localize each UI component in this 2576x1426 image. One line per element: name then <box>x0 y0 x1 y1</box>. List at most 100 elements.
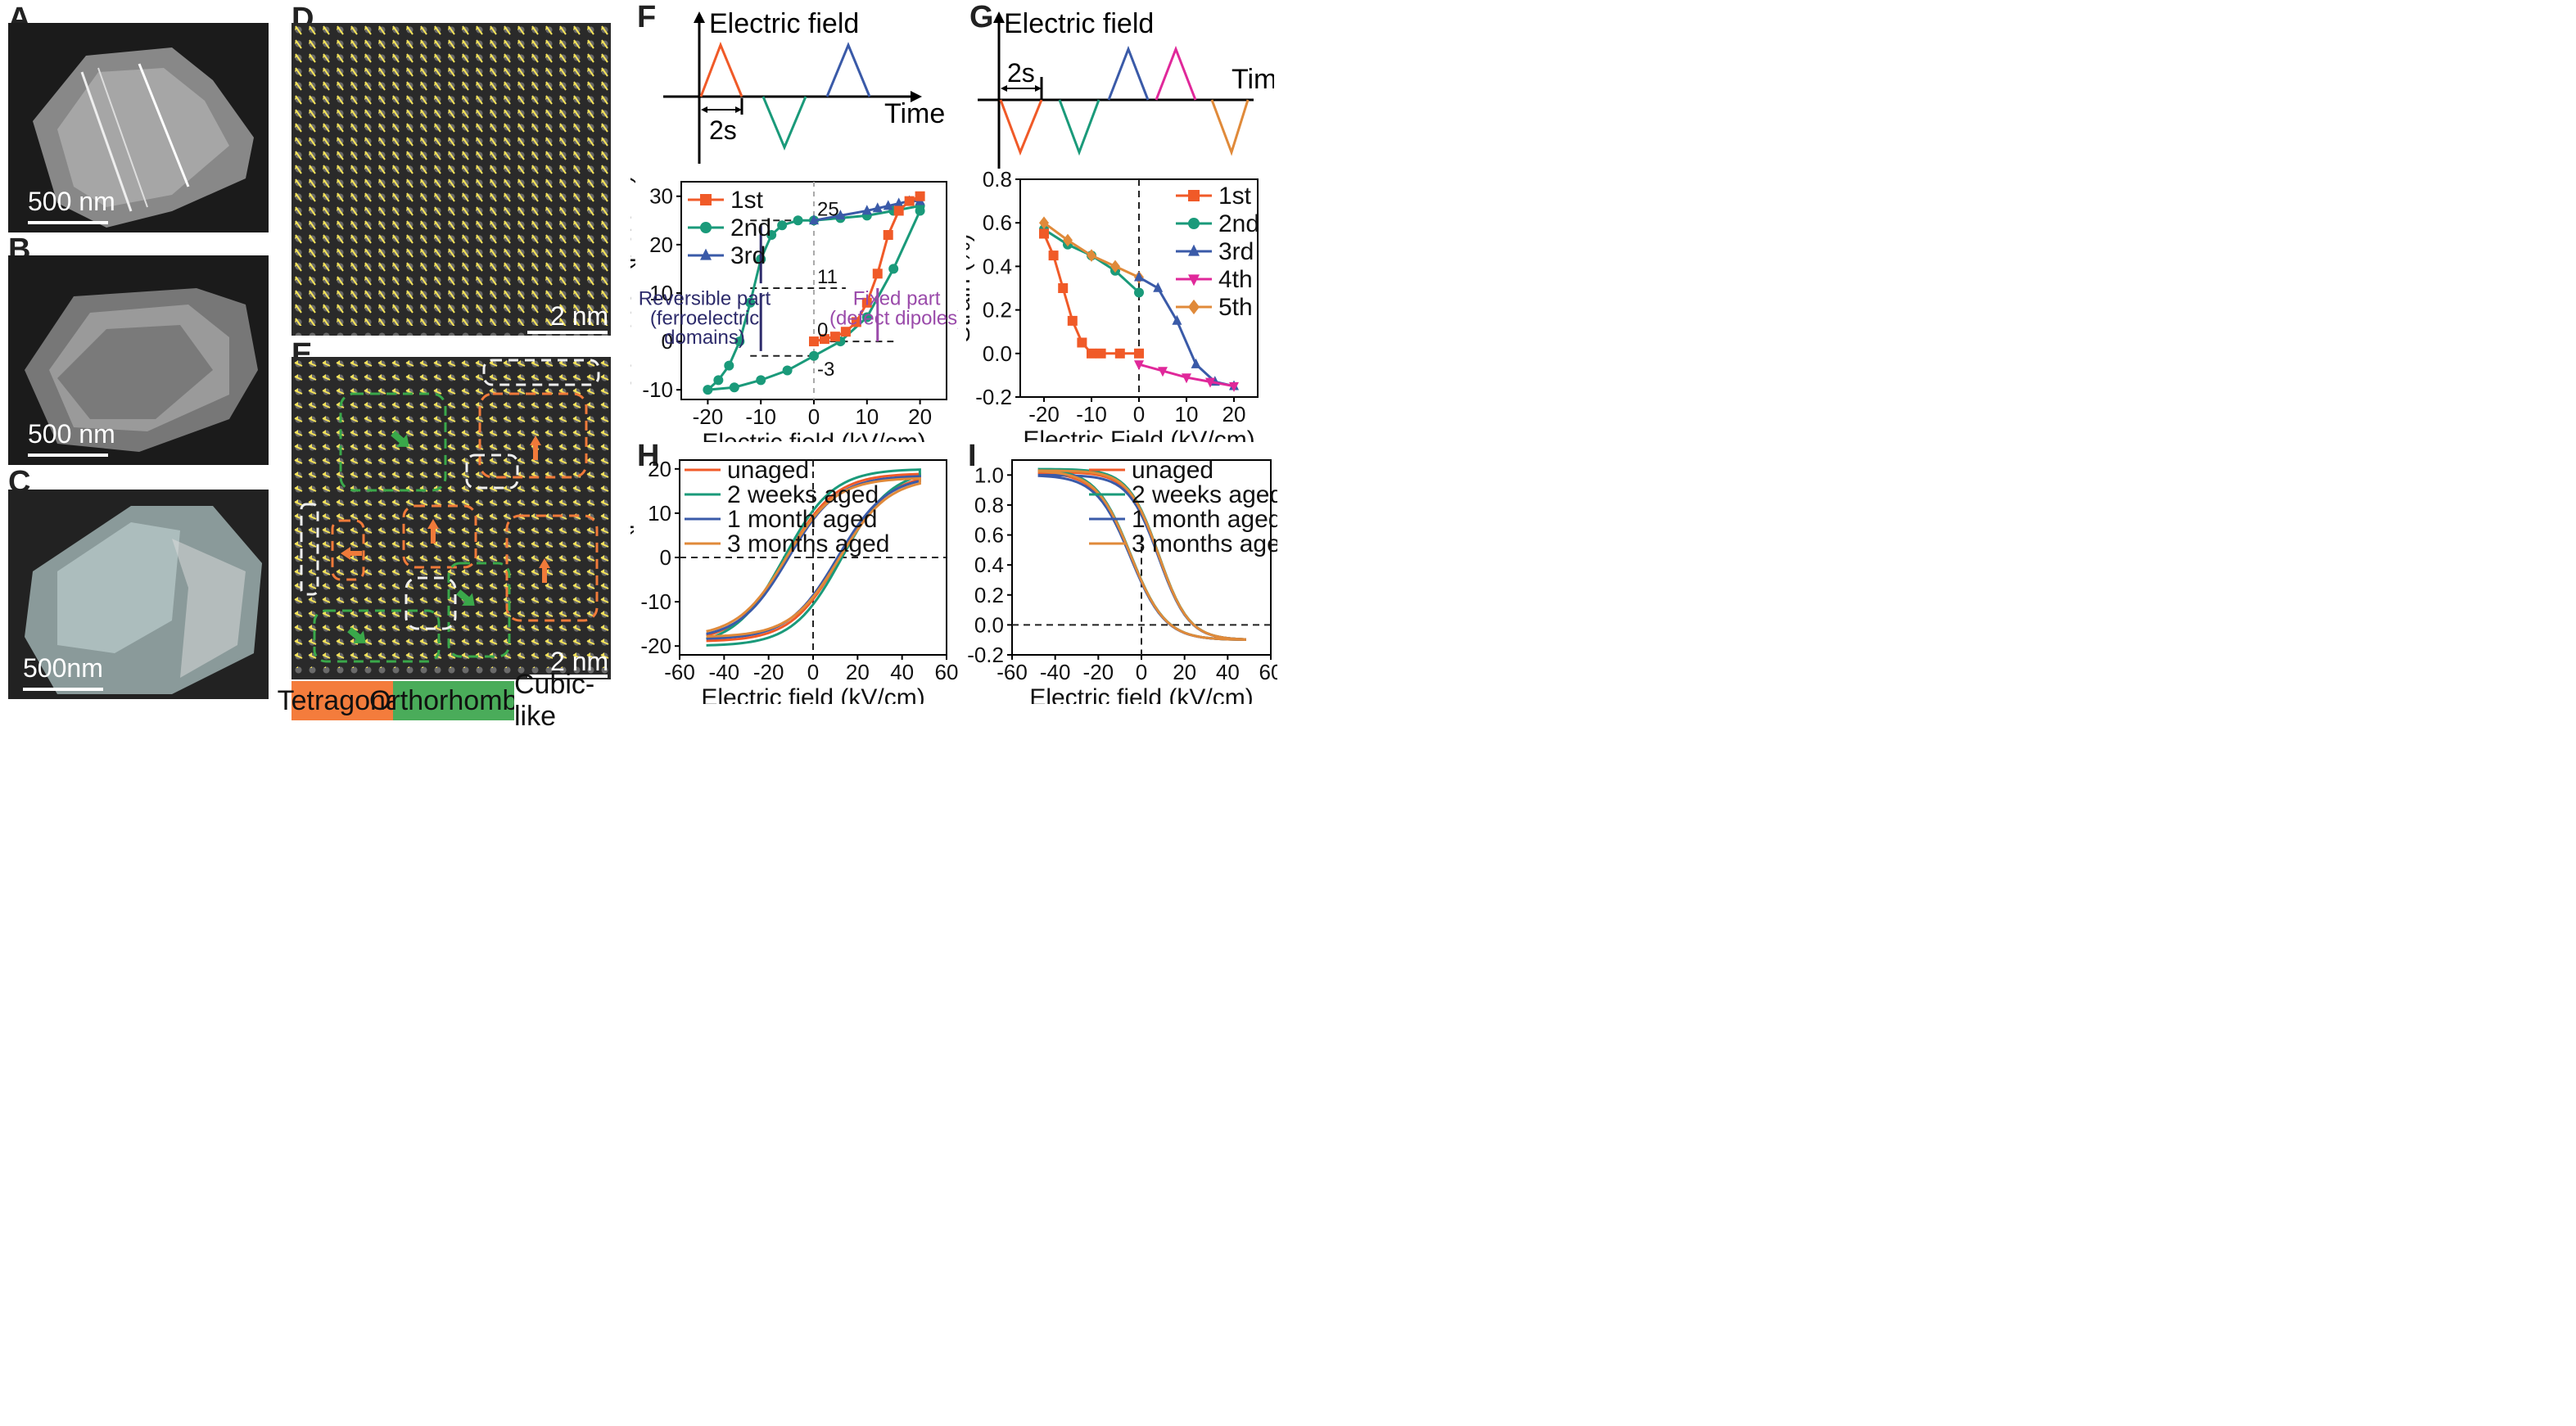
domain-map-e <box>291 357 611 679</box>
scale-bar-b <box>28 454 108 457</box>
direction-arrows <box>341 431 550 643</box>
waveform-g: Electric field Time 2s <box>978 8 1274 169</box>
y-tick-label: 0.2 <box>983 298 1012 323</box>
data-point <box>809 350 819 361</box>
legend-label: 2nd <box>730 214 771 241</box>
data-point <box>1134 287 1144 298</box>
data-point <box>793 215 803 226</box>
y-tick-label: 20 <box>649 232 673 257</box>
x-tick-label: -10 <box>1076 402 1107 426</box>
data-point <box>872 269 883 279</box>
y-tick-label: -20 <box>640 634 671 658</box>
f-pulse-1 <box>699 41 743 97</box>
legend-label: unaged <box>1132 457 1213 484</box>
legend-marker <box>1188 244 1200 256</box>
y-tick-label: -0.2 <box>975 385 1012 409</box>
tem-image-b: 500 nm <box>8 255 269 465</box>
y-tick-label: 10 <box>649 281 673 305</box>
data-point <box>1134 271 1144 282</box>
annot-fixed: Fixed part <box>853 288 941 310</box>
x-tick-label: -60 <box>664 660 695 684</box>
data-point <box>777 220 788 231</box>
x-tick-label: 20 <box>846 660 870 684</box>
data-point <box>1182 373 1191 384</box>
scale-bar-c <box>23 688 103 691</box>
legend-label: 3 months aged <box>1132 530 1277 557</box>
y-tick-label: -10 <box>640 589 671 614</box>
y-tick-label: 20 <box>648 457 671 481</box>
data-point <box>861 312 872 323</box>
data-point <box>809 214 819 225</box>
legend-marker <box>700 194 712 205</box>
x-tick-label: -60 <box>997 660 1028 684</box>
data-point <box>893 197 904 208</box>
data-point <box>734 336 745 347</box>
g-pulse-1 <box>999 99 1043 156</box>
scale-bar-e <box>527 675 608 678</box>
chart-g: -20 -10 0 10 20 -0.2 0.0 0.2 0.4 0.6 0.8 Electric F… <box>966 168 1259 442</box>
legend-label: 3 months aged <box>727 530 889 557</box>
chart-f: -20 -10 0 10 20 -10 0 10 20 30 Electric field (kV/… <box>630 175 958 442</box>
scale-label-a: 500 nm <box>28 187 115 216</box>
loop-3-months-aged <box>706 476 921 639</box>
legend-marker <box>1188 299 1200 315</box>
data-point <box>724 360 734 371</box>
x-axis-title: Electric field (kV/cm) <box>701 684 924 704</box>
data-point <box>1048 250 1059 261</box>
x-tick-label: -20 <box>753 660 784 684</box>
y-axis-title: Polarization (μC/cm²) <box>630 450 635 673</box>
data-point <box>1087 348 1096 359</box>
g-pulse-width: 2s <box>1007 58 1035 88</box>
data-point <box>809 336 819 347</box>
g-pulse-5 <box>1210 99 1250 156</box>
x-tick-label: -40 <box>1040 660 1071 684</box>
data-point <box>729 382 739 393</box>
data-point <box>1229 381 1239 392</box>
data-point <box>840 327 851 337</box>
x-tick-label: 0 <box>807 660 819 684</box>
label-25: 25 <box>817 198 839 220</box>
legend-marker <box>1188 218 1200 229</box>
g-xaxis-title: Time <box>1232 64 1274 95</box>
loop-2-weeks-aged <box>706 468 921 647</box>
f-xaxis-title: Time <box>884 98 945 129</box>
data-point <box>1153 282 1164 292</box>
y-tick-label: -10 <box>642 377 673 402</box>
data-point <box>851 317 861 327</box>
legend-label: 4th <box>1218 266 1253 293</box>
panel-label-g: G <box>969 0 994 34</box>
g-yaxis-title: Electric field <box>1004 8 1154 39</box>
legend-label: unaged <box>727 457 809 484</box>
panel-label-f: F <box>637 0 657 34</box>
annot-domains: domains) <box>664 327 745 349</box>
x-tick-label: 10 <box>1175 402 1199 426</box>
data-point <box>872 202 883 213</box>
scale-bar-a <box>28 221 108 224</box>
data-point <box>888 264 899 274</box>
x-tick-label: 40 <box>890 660 914 684</box>
data-point <box>835 210 846 220</box>
data-point <box>915 191 925 201</box>
x-tick-label: 10 <box>855 404 879 429</box>
data-point <box>745 297 756 308</box>
x-tick-label: -10 <box>745 404 776 429</box>
data-point <box>1134 348 1144 359</box>
x-tick-label: -40 <box>709 660 740 684</box>
grain-b-shape <box>25 288 258 452</box>
data-point <box>915 205 925 216</box>
data-point <box>883 200 893 210</box>
data-point <box>829 332 840 342</box>
legend-marker <box>700 222 712 233</box>
data-point <box>1191 358 1201 368</box>
f-pulse-3 <box>825 42 871 97</box>
x-tick-label: -20 <box>1083 660 1114 684</box>
data-point <box>1067 315 1078 326</box>
x-tick-label: 20 <box>1173 660 1196 684</box>
annot-reversible: Reversible part <box>639 288 771 310</box>
x-tick-label: 60 <box>1259 660 1277 684</box>
x-tick-label: 0 <box>808 404 820 429</box>
label-minus-3: -3 <box>817 359 834 381</box>
grain-a-shape <box>33 47 254 228</box>
y-tick-label: -0.2 <box>967 643 1004 667</box>
data-point <box>819 334 829 345</box>
